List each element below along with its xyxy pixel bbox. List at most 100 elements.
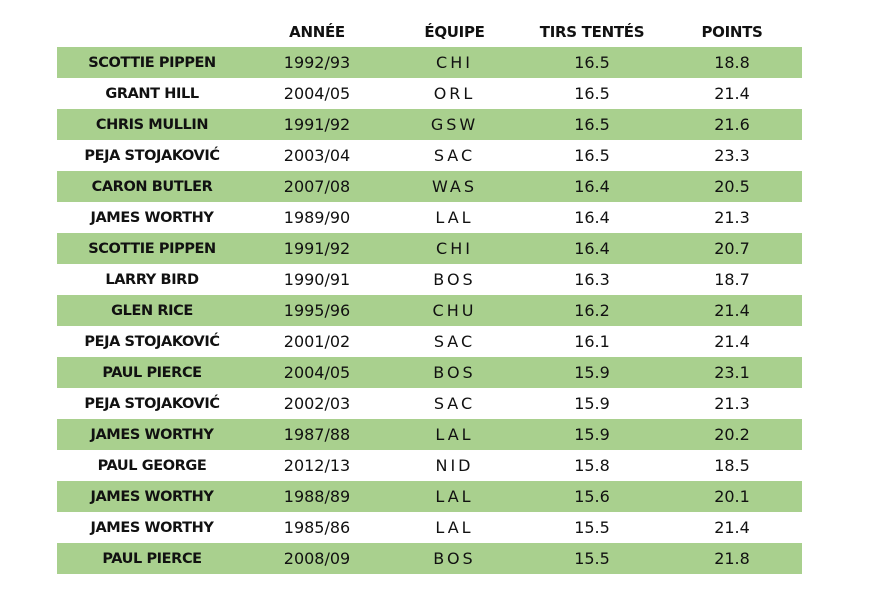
season-cell: 2012/13 xyxy=(247,450,387,481)
points-cell: 21.4 xyxy=(662,512,802,543)
team-cell: ORL xyxy=(387,78,522,109)
points-cell: 21.3 xyxy=(662,202,802,233)
team-cell: LAL xyxy=(387,419,522,450)
season-cell: 2001/02 xyxy=(247,326,387,357)
team-cell: BOS xyxy=(387,357,522,388)
points-cell: 21.4 xyxy=(662,78,802,109)
header-points: POINTS xyxy=(662,16,802,47)
player-name-cell: CARON BUTLER xyxy=(57,171,247,202)
points-cell: 20.7 xyxy=(662,233,802,264)
player-name-cell: PAUL PIERCE xyxy=(57,357,247,388)
points-cell: 23.1 xyxy=(662,357,802,388)
player-name-cell: GRANT HILL xyxy=(57,78,247,109)
team-cell: SAC xyxy=(387,388,522,419)
season-cell: 2004/05 xyxy=(247,357,387,388)
season-cell: 1991/92 xyxy=(247,109,387,140)
table-row: GLEN RICE 1995/96 CHU 16.2 21.4 xyxy=(57,295,802,326)
stats-table: ANNÉE ÉQUIPE TIRS TENTÉS POINTS SCOTTIE … xyxy=(57,16,802,574)
table-body: SCOTTIE PIPPEN 1992/93 CHI 16.5 18.8 GRANT HI… xyxy=(57,47,802,574)
points-cell: 18.7 xyxy=(662,264,802,295)
shots-attempted-cell: 15.5 xyxy=(522,512,662,543)
header-year: ANNÉE xyxy=(247,16,387,47)
player-name-cell: SCOTTIE PIPPEN xyxy=(57,47,247,78)
points-cell: 20.5 xyxy=(662,171,802,202)
team-cell: LAL xyxy=(387,202,522,233)
season-cell: 1985/86 xyxy=(247,512,387,543)
table-row: JAMES WORTHY 1985/86 LAL 15.5 21.4 xyxy=(57,512,802,543)
table-row: CHRIS MULLIN 1991/92 GSW 16.5 21.6 xyxy=(57,109,802,140)
player-name-cell: PAUL GEORGE xyxy=(57,450,247,481)
season-cell: 2002/03 xyxy=(247,388,387,419)
table-row: GRANT HILL 2004/05 ORL 16.5 21.4 xyxy=(57,78,802,109)
player-name-cell: PEJA STOJAKOVIĆ xyxy=(57,326,247,357)
table-row: PEJA STOJAKOVIĆ 2002/03 SAC 15.9 21.3 xyxy=(57,388,802,419)
team-cell: CHI xyxy=(387,47,522,78)
table-header: ANNÉE ÉQUIPE TIRS TENTÉS POINTS xyxy=(57,16,802,47)
table-row: JAMES WORTHY 1989/90 LAL 16.4 21.3 xyxy=(57,202,802,233)
team-cell: SAC xyxy=(387,140,522,171)
table-row: CARON BUTLER 2007/08 WAS 16.4 20.5 xyxy=(57,171,802,202)
points-cell: 21.4 xyxy=(662,295,802,326)
player-name-cell: JAMES WORTHY xyxy=(57,202,247,233)
player-name-cell: LARRY BIRD xyxy=(57,264,247,295)
table-row: PAUL PIERCE 2004/05 BOS 15.9 23.1 xyxy=(57,357,802,388)
season-cell: 1992/93 xyxy=(247,47,387,78)
shots-attempted-cell: 16.5 xyxy=(522,140,662,171)
table-row: SCOTTIE PIPPEN 1991/92 CHI 16.4 20.7 xyxy=(57,233,802,264)
season-cell: 2008/09 xyxy=(247,543,387,574)
season-cell: 1995/96 xyxy=(247,295,387,326)
team-cell: LAL xyxy=(387,512,522,543)
season-cell: 1990/91 xyxy=(247,264,387,295)
shots-attempted-cell: 15.5 xyxy=(522,543,662,574)
team-cell: NID xyxy=(387,450,522,481)
team-cell: CHI xyxy=(387,233,522,264)
table-row: PEJA STOJAKOVIĆ 2003/04 SAC 16.5 23.3 xyxy=(57,140,802,171)
points-cell: 23.3 xyxy=(662,140,802,171)
team-cell: BOS xyxy=(387,264,522,295)
shots-attempted-cell: 15.8 xyxy=(522,450,662,481)
table-row: JAMES WORTHY 1987/88 LAL 15.9 20.2 xyxy=(57,419,802,450)
table-row: LARRY BIRD 1990/91 BOS 16.3 18.7 xyxy=(57,264,802,295)
table-row: SCOTTIE PIPPEN 1992/93 CHI 16.5 18.8 xyxy=(57,47,802,78)
shots-attempted-cell: 16.3 xyxy=(522,264,662,295)
player-name-cell: JAMES WORTHY xyxy=(57,481,247,512)
season-cell: 2007/08 xyxy=(247,171,387,202)
shots-attempted-cell: 16.2 xyxy=(522,295,662,326)
points-cell: 18.8 xyxy=(662,47,802,78)
header-player xyxy=(57,16,247,47)
player-name-cell: CHRIS MULLIN xyxy=(57,109,247,140)
player-name-cell: JAMES WORTHY xyxy=(57,419,247,450)
season-cell: 2003/04 xyxy=(247,140,387,171)
table-row: PEJA STOJAKOVIĆ 2001/02 SAC 16.1 21.4 xyxy=(57,326,802,357)
player-name-cell: GLEN RICE xyxy=(57,295,247,326)
team-cell: BOS xyxy=(387,543,522,574)
points-cell: 21.6 xyxy=(662,109,802,140)
header-team: ÉQUIPE xyxy=(387,16,522,47)
points-cell: 21.8 xyxy=(662,543,802,574)
points-cell: 20.1 xyxy=(662,481,802,512)
shots-attempted-cell: 15.9 xyxy=(522,419,662,450)
player-name-cell: PAUL PIERCE xyxy=(57,543,247,574)
points-cell: 21.4 xyxy=(662,326,802,357)
player-name-cell: PEJA STOJAKOVIĆ xyxy=(57,388,247,419)
shots-attempted-cell: 16.5 xyxy=(522,47,662,78)
shots-attempted-cell: 15.9 xyxy=(522,388,662,419)
team-cell: GSW xyxy=(387,109,522,140)
header-shots-attempted: TIRS TENTÉS xyxy=(522,16,662,47)
team-cell: WAS xyxy=(387,171,522,202)
shots-attempted-cell: 16.4 xyxy=(522,233,662,264)
team-cell: CHU xyxy=(387,295,522,326)
season-cell: 1989/90 xyxy=(247,202,387,233)
season-cell: 1987/88 xyxy=(247,419,387,450)
player-name-cell: JAMES WORTHY xyxy=(57,512,247,543)
player-name-cell: SCOTTIE PIPPEN xyxy=(57,233,247,264)
season-cell: 1991/92 xyxy=(247,233,387,264)
team-cell: LAL xyxy=(387,481,522,512)
team-cell: SAC xyxy=(387,326,522,357)
shots-attempted-cell: 16.1 xyxy=(522,326,662,357)
points-cell: 18.5 xyxy=(662,450,802,481)
player-name-cell: PEJA STOJAKOVIĆ xyxy=(57,140,247,171)
shots-attempted-cell: 16.5 xyxy=(522,78,662,109)
header-row: ANNÉE ÉQUIPE TIRS TENTÉS POINTS xyxy=(57,16,802,47)
